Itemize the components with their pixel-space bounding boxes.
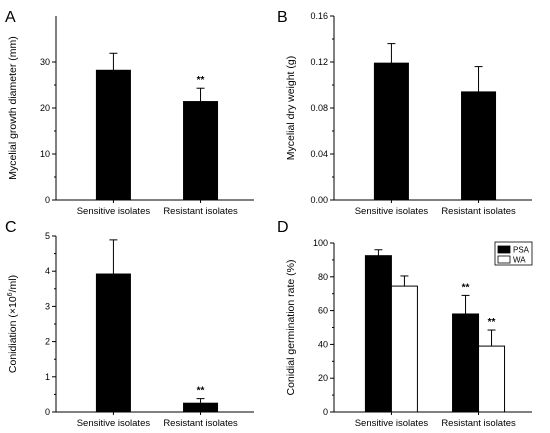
x-tick-label: Sensitive isolates: [355, 418, 429, 429]
legend-swatch: [497, 255, 511, 264]
x-tick-label: Resistant isolates: [441, 206, 516, 217]
chart-panel-c: 0 1 2 3 4 5 Conidiation (×106/ml) Sensitive iso…: [7, 231, 254, 429]
y-tick-label: 0: [323, 407, 328, 417]
panel-letter-d: D: [277, 219, 289, 236]
y-tick-label: 0.00: [310, 195, 328, 205]
y-tick-label: 0.16: [310, 11, 328, 21]
bar: [95, 273, 131, 413]
y-tick-label: 20: [318, 373, 328, 383]
y-tick-label: 10: [40, 149, 50, 159]
bar: [183, 101, 219, 201]
bar: [478, 345, 506, 413]
y-tick-label: 2: [45, 337, 50, 347]
x-tick-label: Resistant isolates: [163, 206, 238, 217]
y-axis-label: Mycelial growth diameter (mm): [7, 36, 19, 180]
y-axis-label: Conidiation (×106/ml): [7, 275, 19, 373]
x-tick-label: Sensitive isolates: [77, 418, 151, 429]
chart-panel-b: 0.00 0.04 0.08 0.12 0.16 Mycelial dry weight …: [285, 11, 532, 217]
legend-label: WA: [513, 256, 526, 265]
y-tick-label: 30: [40, 57, 50, 67]
bar: [452, 313, 480, 413]
bar: [390, 285, 418, 413]
y-tick-label: 0: [45, 195, 50, 205]
y-axis-label: Mycelial dry weight (g): [285, 56, 297, 160]
panel-letter-a: A: [5, 9, 16, 26]
bar: [95, 69, 131, 201]
y-tick-label: 20: [40, 103, 50, 113]
chart-panel-d: 0 20 40 60 80 100 Conidial germination rate (%…: [285, 238, 533, 429]
significance-label: **: [488, 317, 496, 328]
panel-letter-c: C: [5, 219, 17, 236]
y-tick-label: 0.08: [310, 103, 328, 113]
chart-panel-a: 0 10 20 30 Mycelial growth diameter (mm) Sens…: [7, 16, 254, 217]
y-tick-label: 100: [313, 238, 328, 248]
y-tick-label: 4: [45, 266, 50, 276]
y-tick-label: 80: [318, 272, 328, 282]
x-tick-label: Sensitive isolates: [77, 206, 151, 217]
y-tick-label: 40: [318, 339, 328, 349]
y-tick-label: 0: [45, 407, 50, 417]
significance-label: **: [197, 75, 205, 86]
significance-label: **: [462, 282, 470, 293]
x-tick-label: Sensitive isolates: [355, 206, 429, 217]
x-tick-label: Resistant isolates: [441, 418, 516, 429]
bar: [461, 91, 497, 201]
significance-label: **: [197, 386, 205, 397]
legend-swatch: [497, 245, 511, 254]
y-tick-label: 0.04: [310, 149, 328, 159]
bar: [364, 255, 392, 413]
y-axis-label: Conidial germination rate (%): [285, 260, 297, 396]
y-tick-label: 5: [45, 231, 50, 241]
bar: [183, 402, 219, 413]
bar: [373, 62, 409, 201]
y-tick-label: 60: [318, 306, 328, 316]
y-tick-label: 3: [45, 301, 50, 311]
x-tick-label: Resistant isolates: [163, 418, 238, 429]
panel-letter-b: B: [277, 9, 288, 26]
legend-label: PSA: [513, 246, 530, 255]
y-tick-label: 0.12: [310, 57, 328, 67]
y-tick-label: 1: [45, 372, 50, 382]
